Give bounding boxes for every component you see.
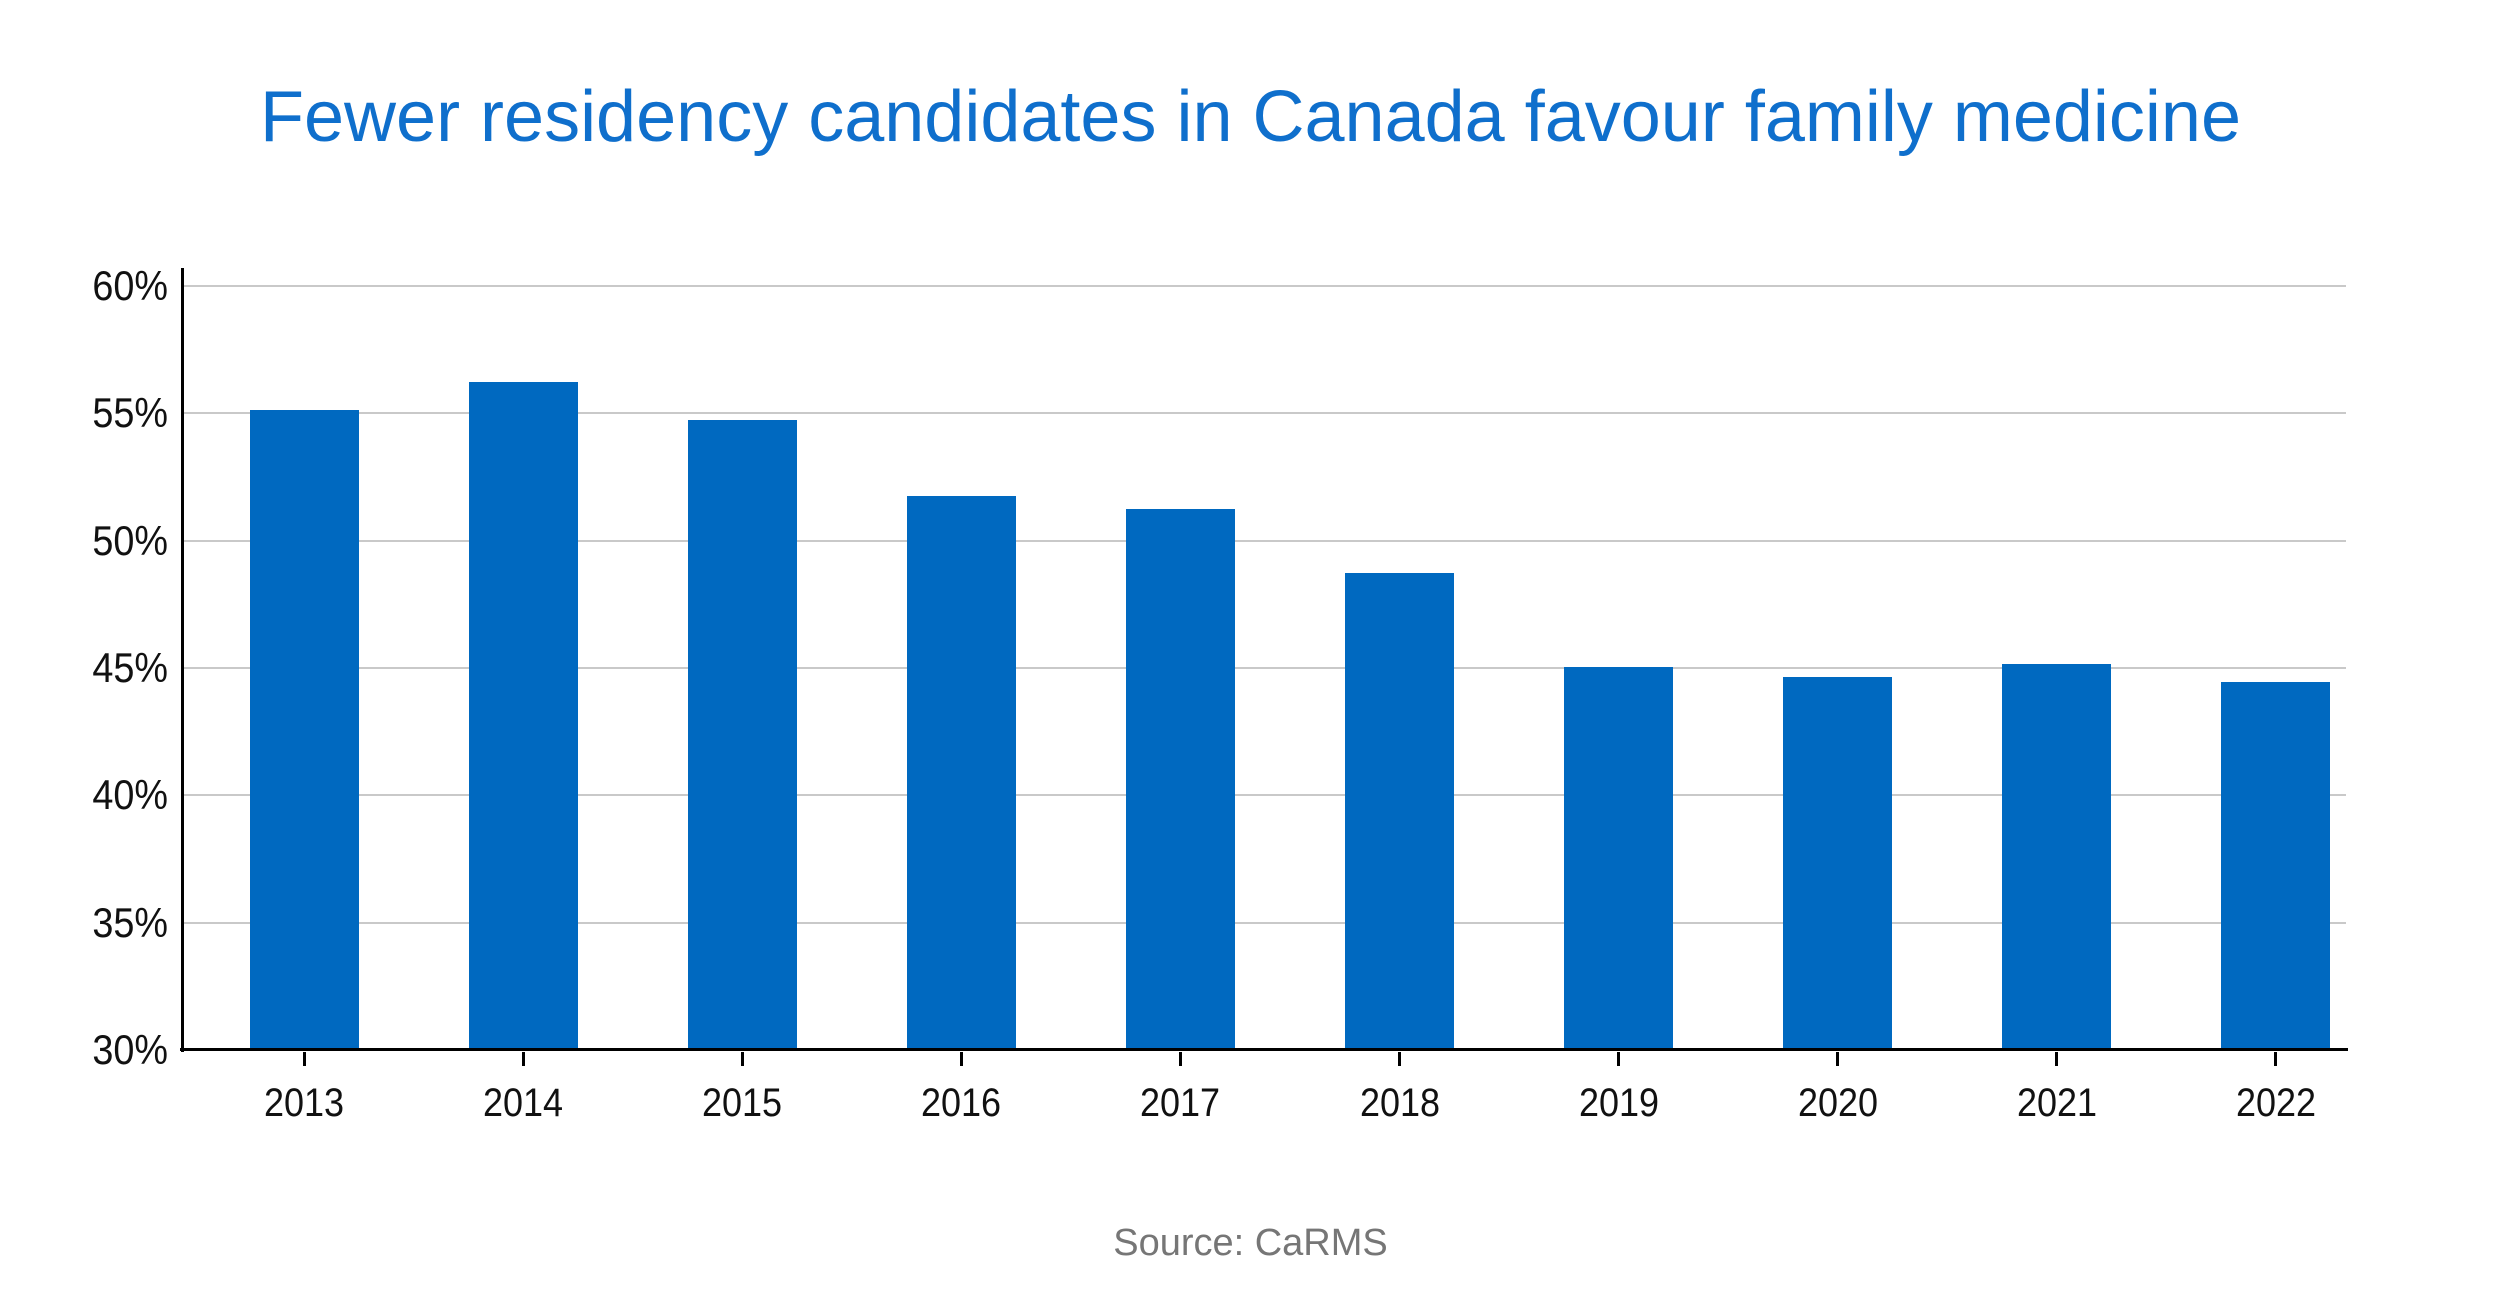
bar-2016 (907, 496, 1016, 1049)
x-axis-label-2022: 2022 (2235, 1081, 2317, 1125)
gridline-35 (182, 922, 2346, 924)
x-axis-label-2017: 2017 (1139, 1081, 1221, 1125)
x-axis-tick (960, 1052, 963, 1066)
gridline-40 (182, 794, 2346, 796)
x-axis-label-2013: 2013 (263, 1081, 345, 1125)
x-axis-tick (1836, 1052, 1839, 1066)
y-axis-label: 45% (92, 644, 168, 691)
bar-2022 (2221, 682, 2330, 1049)
y-axis-label: 60% (92, 262, 168, 309)
x-axis-tick (1179, 1052, 1182, 1066)
bar-2017 (1126, 509, 1235, 1049)
x-axis-label-2018: 2018 (1359, 1081, 1441, 1125)
y-axis-label: 30% (92, 1026, 168, 1073)
x-axis-tick (2055, 1052, 2058, 1066)
x-axis-tick (303, 1052, 306, 1066)
gridline-55 (182, 412, 2346, 414)
gridline-50 (182, 540, 2346, 542)
x-axis-label-2021: 2021 (2016, 1081, 2098, 1125)
bar-2018 (1345, 573, 1454, 1049)
x-axis-tick (741, 1052, 744, 1066)
y-axis-line (181, 268, 184, 1052)
x-axis-tick (1398, 1052, 1401, 1066)
gridline-45 (182, 667, 2346, 669)
x-axis-label-2015: 2015 (701, 1081, 783, 1125)
x-axis-tick (522, 1052, 525, 1066)
bar-2013 (250, 410, 359, 1049)
x-axis-label-2014: 2014 (482, 1081, 564, 1125)
y-axis-label: 40% (92, 771, 168, 818)
bar-2021 (2002, 664, 2111, 1049)
y-axis-label: 50% (92, 517, 168, 564)
chart-title: Fewer residency candidates in Canada fav… (260, 77, 2241, 157)
y-axis-label: 35% (92, 899, 168, 946)
x-axis-label-2020: 2020 (1797, 1081, 1879, 1125)
bar-2015 (688, 420, 797, 1049)
x-axis-tick (2274, 1052, 2277, 1066)
bar-2014 (469, 382, 578, 1049)
x-axis-tick (1617, 1052, 1620, 1066)
source-caption: Source: CaRMS (1113, 1222, 1388, 1264)
y-axis-label: 55% (92, 389, 168, 436)
x-axis-label-2016: 2016 (920, 1081, 1002, 1125)
bar-2019 (1564, 667, 1673, 1049)
bar-2020 (1783, 677, 1892, 1049)
gridline-60 (182, 285, 2346, 287)
x-axis-label-2019: 2019 (1578, 1081, 1660, 1125)
x-axis-line (180, 1048, 2348, 1051)
